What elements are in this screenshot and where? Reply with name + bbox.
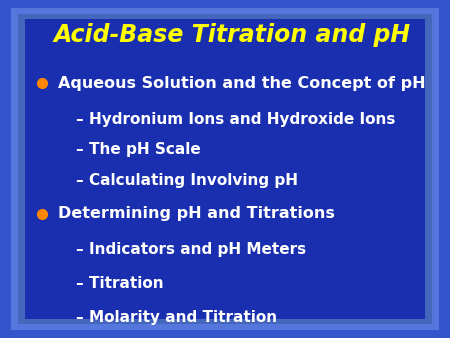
Text: – Indicators and pH Meters: – Indicators and pH Meters bbox=[76, 242, 306, 257]
Text: Determining pH and Titrations: Determining pH and Titrations bbox=[58, 206, 334, 221]
Text: Acid-Base Titration and pH: Acid-Base Titration and pH bbox=[53, 23, 410, 47]
Text: – Molarity and Titration: – Molarity and Titration bbox=[76, 310, 277, 325]
Text: – Titration: – Titration bbox=[76, 276, 163, 291]
Text: – Hydronium Ions and Hydroxide Ions: – Hydronium Ions and Hydroxide Ions bbox=[76, 112, 395, 127]
Text: – Calculating Involving pH: – Calculating Involving pH bbox=[76, 172, 297, 188]
Text: Aqueous Solution and the Concept of pH: Aqueous Solution and the Concept of pH bbox=[58, 76, 425, 91]
Text: – The pH Scale: – The pH Scale bbox=[76, 142, 200, 157]
